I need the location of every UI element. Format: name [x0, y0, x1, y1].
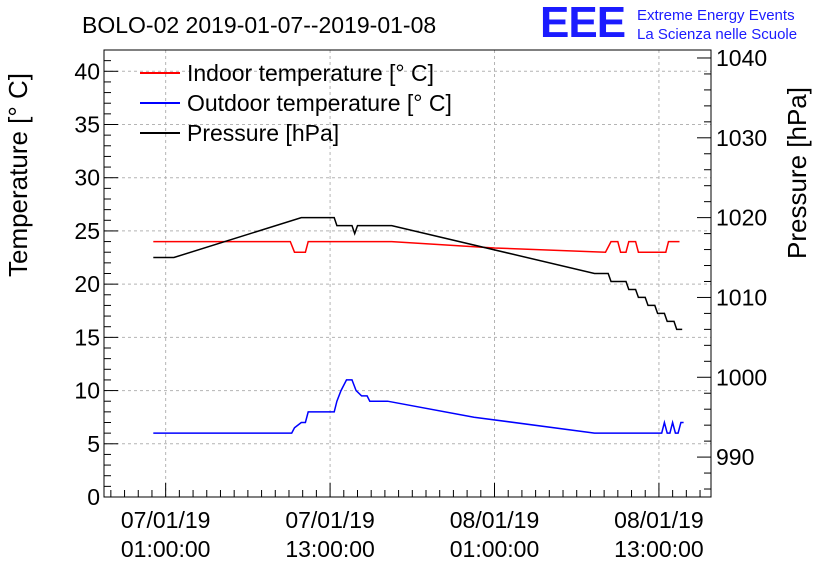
- right-tick-label: 1020: [716, 205, 767, 231]
- right-axis: 990 1000 1010 1020 1030 1040: [697, 45, 767, 490]
- org-subtitle: La Scienza nelle Scuole: [637, 26, 797, 43]
- right-tick-label: 1010: [716, 284, 767, 310]
- right-tick-label: 1030: [716, 125, 767, 151]
- x-tick-label-time: 01:00:00: [450, 536, 540, 562]
- left-tick-label: 40: [74, 58, 100, 84]
- x-tick-label-date: 08/01/19: [614, 507, 704, 533]
- org-name: Extreme Energy Events: [637, 7, 795, 24]
- left-tick-label: 10: [74, 378, 100, 404]
- x-tick-label-time: 13:00:00: [285, 536, 375, 562]
- x-tick-label-date: 08/01/19: [450, 507, 540, 533]
- right-tick-label: 1040: [716, 45, 767, 71]
- grid: [104, 50, 711, 497]
- legend-label: Indoor temperature [° C]: [187, 60, 434, 86]
- plot-series: [153, 216, 684, 434]
- x-tick-label-date: 07/01/19: [285, 507, 375, 533]
- legend: Indoor temperature [° C] Outdoor temperat…: [140, 60, 452, 146]
- left-tick-label: 15: [74, 324, 100, 350]
- left-tick-label: 5: [87, 431, 100, 457]
- left-tick-label: 25: [74, 218, 100, 244]
- x-axis: 07/01/19 01:00:00 07/01/19 13:00:00 08/01/19…: [110, 483, 704, 562]
- left-tick-label: 0: [87, 484, 100, 510]
- left-tick-label: 30: [74, 165, 100, 191]
- legend-label: Outdoor temperature [° C]: [187, 90, 452, 116]
- logo-text: EEE: [540, 0, 625, 47]
- right-tick-label: 990: [716, 444, 754, 470]
- chart-title: BOLO-02 2019-01-07--2019-01-08: [82, 12, 436, 38]
- left-axis: 0 5 10 15 20 25 30 35 40: [74, 49, 118, 510]
- left-tick-label: 20: [74, 271, 100, 297]
- eee-logo: EEE Extreme Energy Events La Scienza nel…: [540, 0, 797, 47]
- series-line-2: [153, 216, 683, 331]
- x-tick-label-time: 13:00:00: [614, 536, 704, 562]
- legend-label: Pressure [hPa]: [187, 120, 339, 146]
- series-line-0: [153, 240, 680, 253]
- right-axis-title: Pressure [hPa]: [782, 87, 812, 259]
- left-tick-label: 35: [74, 112, 100, 138]
- x-tick-label-time: 01:00:00: [121, 536, 211, 562]
- right-tick-label: 1000: [716, 364, 767, 390]
- left-axis-title: Temperature [° C]: [3, 73, 33, 277]
- x-tick-label-date: 07/01/19: [121, 507, 211, 533]
- series-line-1: [153, 379, 684, 434]
- plot-frame: [103, 49, 712, 498]
